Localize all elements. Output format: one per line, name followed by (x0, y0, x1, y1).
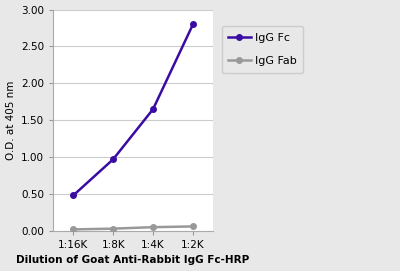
IgG Fc (151, 108, 156, 111)
Line: IgG Fc: IgG Fc (70, 21, 196, 198)
Legend: IgG Fc, IgG Fab: IgG Fc, IgG Fab (222, 26, 304, 73)
IgG Fab (190, 225, 195, 228)
X-axis label: Dilution of Goat Anti-Rabbit IgG Fc-HRP: Dilution of Goat Anti-Rabbit IgG Fc-HRP (16, 256, 250, 265)
Line: IgG Fab: IgG Fab (70, 224, 196, 232)
Y-axis label: O.D. at 405 nm: O.D. at 405 nm (6, 80, 16, 160)
IgG Fab (151, 225, 156, 229)
IgG Fab (111, 227, 116, 230)
IgG Fc (71, 194, 76, 197)
IgG Fab (71, 228, 76, 231)
IgG Fc (111, 158, 116, 161)
IgG Fc (190, 23, 195, 26)
